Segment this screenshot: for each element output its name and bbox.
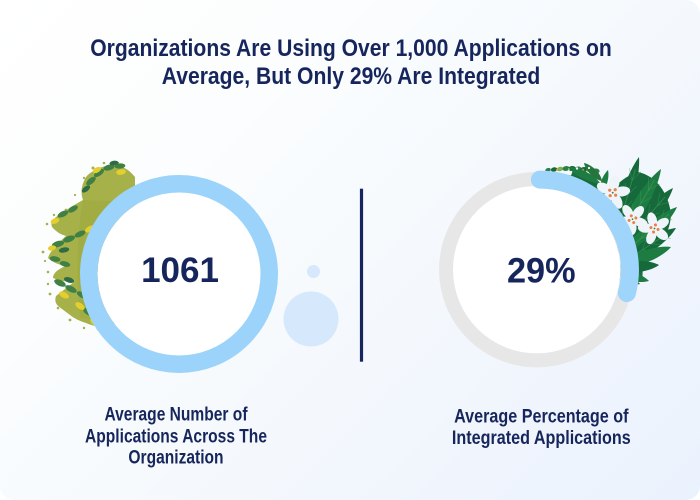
- svg-text:Average Number of: Average Number of: [104, 403, 247, 425]
- svg-text:Applications Across The: Applications Across The: [85, 425, 267, 447]
- svg-text:Average, But Only 29% Are Inte: Average, But Only 29% Are Integrated: [162, 63, 541, 90]
- svg-text:1061: 1061: [141, 251, 219, 290]
- svg-text:29%: 29%: [507, 252, 576, 290]
- svg-text:Average Percentage of: Average Percentage of: [454, 405, 628, 427]
- svg-text:Organizations Are Using Over 1: Organizations Are Using Over 1,000 Appli…: [90, 35, 612, 62]
- svg-text:Organization: Organization: [128, 446, 223, 468]
- svg-text:Integrated Applications: Integrated Applications: [452, 427, 631, 449]
